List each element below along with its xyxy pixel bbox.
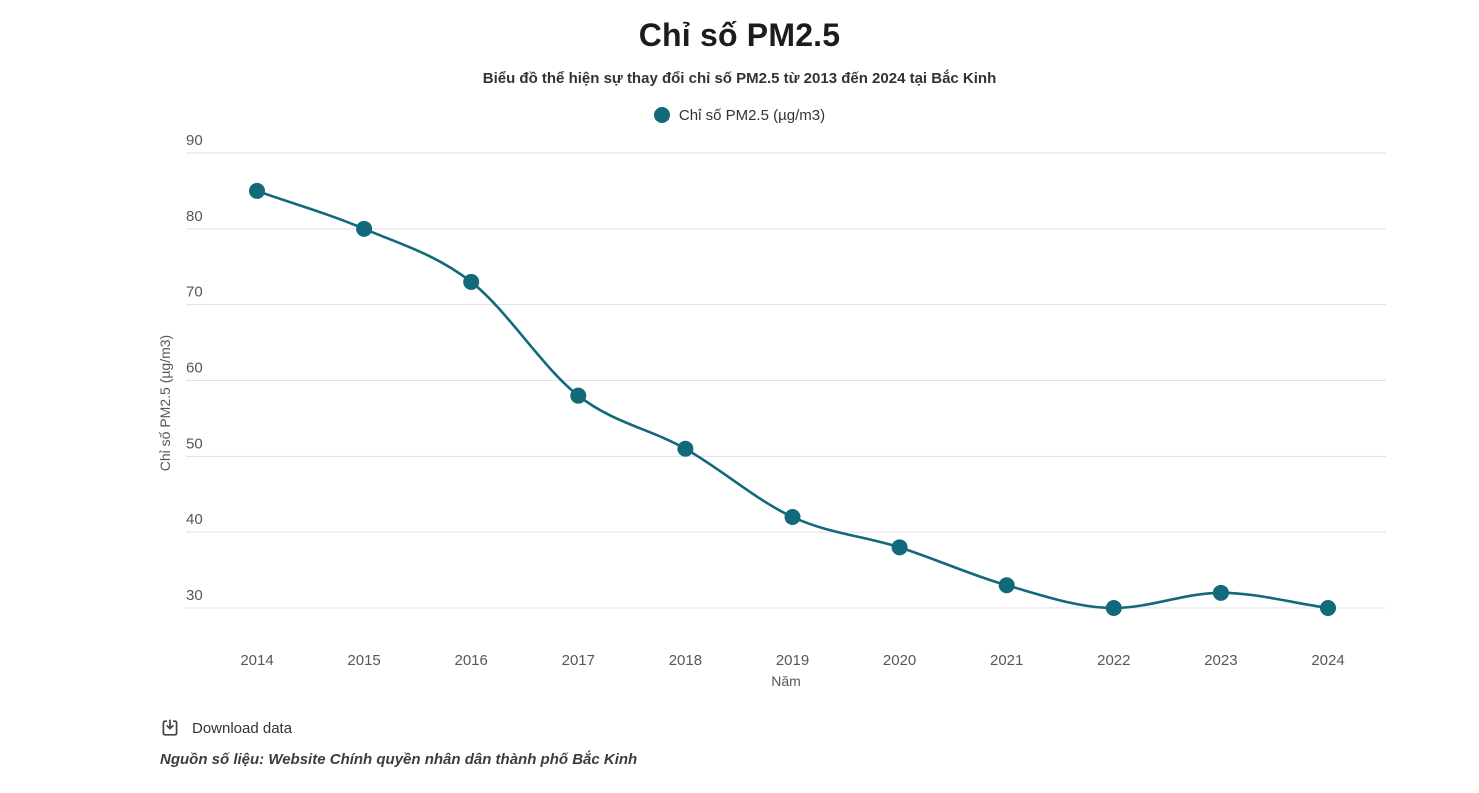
y-tick-label: 40	[186, 511, 203, 528]
download-icon	[162, 719, 178, 736]
data-point[interactable]	[356, 220, 373, 237]
chart-header: Chỉ số PM2.5 Biểu đồ thể hiện sự thay đổ…	[0, 0, 1479, 126]
x-tick-label: 2020	[883, 652, 916, 669]
x-tick-label: 2024	[1311, 652, 1344, 669]
x-tick-label: 2018	[669, 652, 702, 669]
download-data-button[interactable]: Download data	[160, 716, 292, 740]
download-label: Download data	[192, 719, 293, 737]
data-point[interactable]	[463, 273, 480, 290]
data-point[interactable]	[998, 577, 1015, 594]
y-tick-label: 70	[186, 284, 203, 301]
y-tick-label: 90	[186, 132, 203, 149]
x-tick-label: 2015	[347, 652, 380, 669]
data-point[interactable]	[570, 387, 587, 404]
data-point[interactable]	[1212, 584, 1229, 601]
y-tick-label: 30	[186, 587, 203, 604]
y-tick-label: 50	[186, 435, 203, 452]
legend-label: Chỉ số PM2.5 (µg/m3)	[678, 106, 826, 124]
chart-subtitle: Biểu đồ thể hiện sự thay đổi chỉ số PM2.…	[482, 70, 997, 87]
x-axis-title: Năm	[771, 673, 801, 689]
page-title: Chỉ số PM2.5	[638, 17, 841, 53]
x-tick-label: 2021	[990, 652, 1023, 669]
y-tick-label: 80	[186, 208, 203, 225]
legend: Chỉ số PM2.5 (µg/m3)	[0, 104, 1479, 126]
data-point[interactable]	[249, 182, 265, 199]
data-point[interactable]	[1320, 600, 1336, 616]
x-tick-label: 2023	[1204, 652, 1237, 669]
y-axis-title: Chỉ số PM2.5 (µg/m3)	[157, 335, 173, 471]
x-tick-label: 2022	[1097, 652, 1130, 669]
data-point[interactable]	[891, 539, 908, 556]
legend-swatch-icon	[653, 107, 670, 123]
chart-footer: Download data Nguồn số liệu: Website Chí…	[160, 716, 638, 769]
x-tick-label: 2016	[455, 652, 488, 669]
pm25-line-chart: 30 40 50 60 70 80 90 2014 2015 2016 2017 2018 2019 20…	[157, 132, 1386, 689]
source-note: Nguồn số liệu: Website Chính quyền nhân …	[160, 751, 638, 768]
y-tick-label: 60	[186, 360, 203, 377]
x-tick-label: 2019	[776, 652, 809, 669]
series-line	[256, 189, 1329, 610]
data-point[interactable]	[677, 440, 694, 457]
data-point[interactable]	[1105, 600, 1122, 616]
x-tick-label: 2014	[240, 652, 273, 669]
x-tick-label: 2017	[562, 652, 595, 669]
data-point[interactable]	[784, 509, 801, 525]
